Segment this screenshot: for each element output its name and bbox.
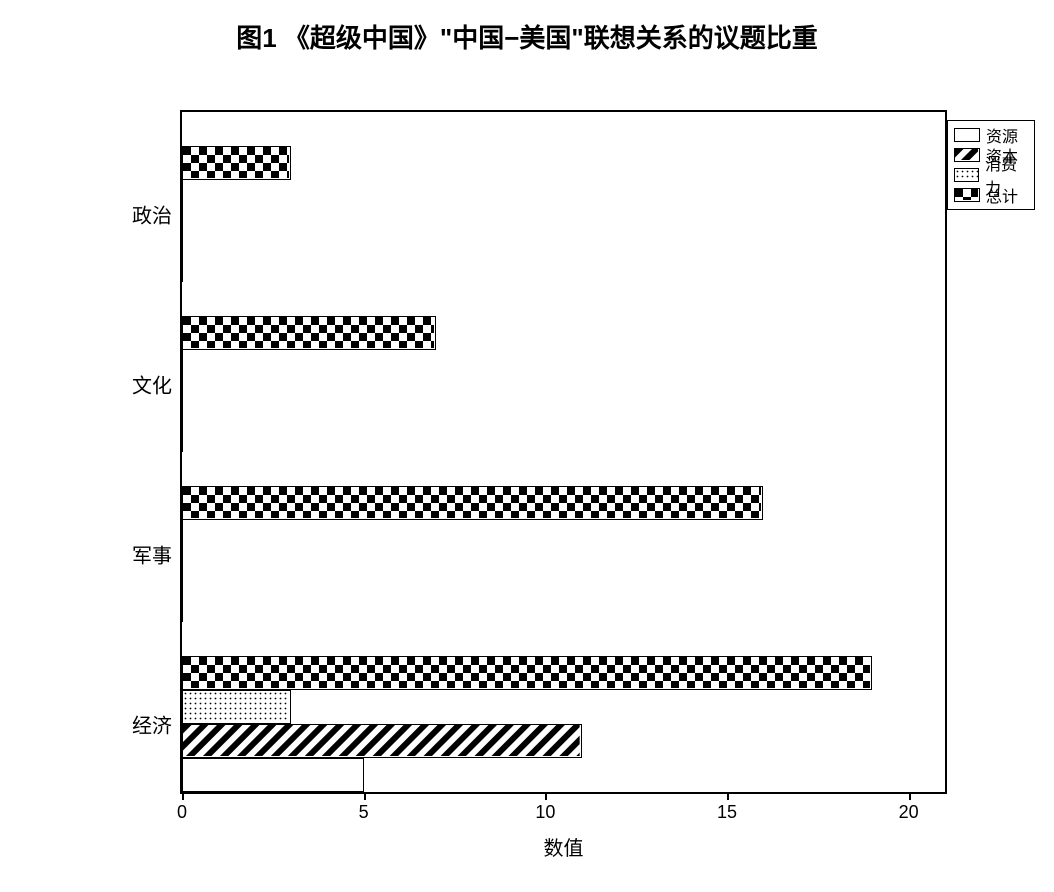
bar	[182, 350, 183, 384]
x-tick-label: 20	[899, 802, 919, 823]
legend-item: 资源	[954, 125, 1028, 145]
x-tick-label: 15	[717, 802, 737, 823]
legend-item: 消费力	[954, 165, 1028, 185]
x-tick-label: 0	[177, 802, 187, 823]
bar	[182, 316, 436, 350]
y-tick-label: 政治	[132, 200, 172, 229]
x-tick	[909, 792, 911, 800]
plot-area: 政治文化军事经济05101520数值	[180, 110, 947, 794]
bar	[182, 418, 183, 452]
x-tick	[364, 792, 366, 800]
y-tick-label: 军事	[132, 540, 172, 569]
bar	[182, 588, 183, 622]
bar	[182, 690, 291, 724]
chart-title: 图1 《超级中国》"中国−美国"联想关系的议题比重	[0, 18, 1054, 55]
x-axis-label: 数值	[544, 832, 584, 861]
bar	[182, 214, 183, 248]
bar	[182, 724, 582, 758]
bar	[182, 520, 183, 554]
legend-swatch	[954, 128, 980, 142]
bar	[182, 384, 183, 418]
x-tick	[727, 792, 729, 800]
bar	[182, 554, 183, 588]
legend: 资源资本消费力总计	[947, 120, 1035, 210]
x-tick	[545, 792, 547, 800]
bar	[182, 758, 364, 792]
x-tick-label: 10	[535, 802, 555, 823]
bar	[182, 486, 763, 520]
bar	[182, 248, 183, 282]
x-tick-label: 5	[359, 802, 369, 823]
legend-label: 总计	[986, 183, 1018, 207]
bar	[182, 180, 183, 214]
legend-swatch	[954, 188, 980, 202]
y-tick-label: 经济	[132, 710, 172, 739]
bar	[182, 146, 291, 180]
legend-item: 总计	[954, 185, 1028, 205]
y-tick-label: 文化	[132, 370, 172, 399]
chart-box: 政治文化军事经济05101520数值 资源资本消费力总计	[115, 100, 1035, 870]
legend-swatch	[954, 168, 979, 182]
x-tick	[182, 792, 184, 800]
bar	[182, 656, 872, 690]
legend-swatch	[954, 148, 980, 162]
page: 图1 《超级中国》"中国−美国"联想关系的议题比重	[0, 0, 1054, 892]
